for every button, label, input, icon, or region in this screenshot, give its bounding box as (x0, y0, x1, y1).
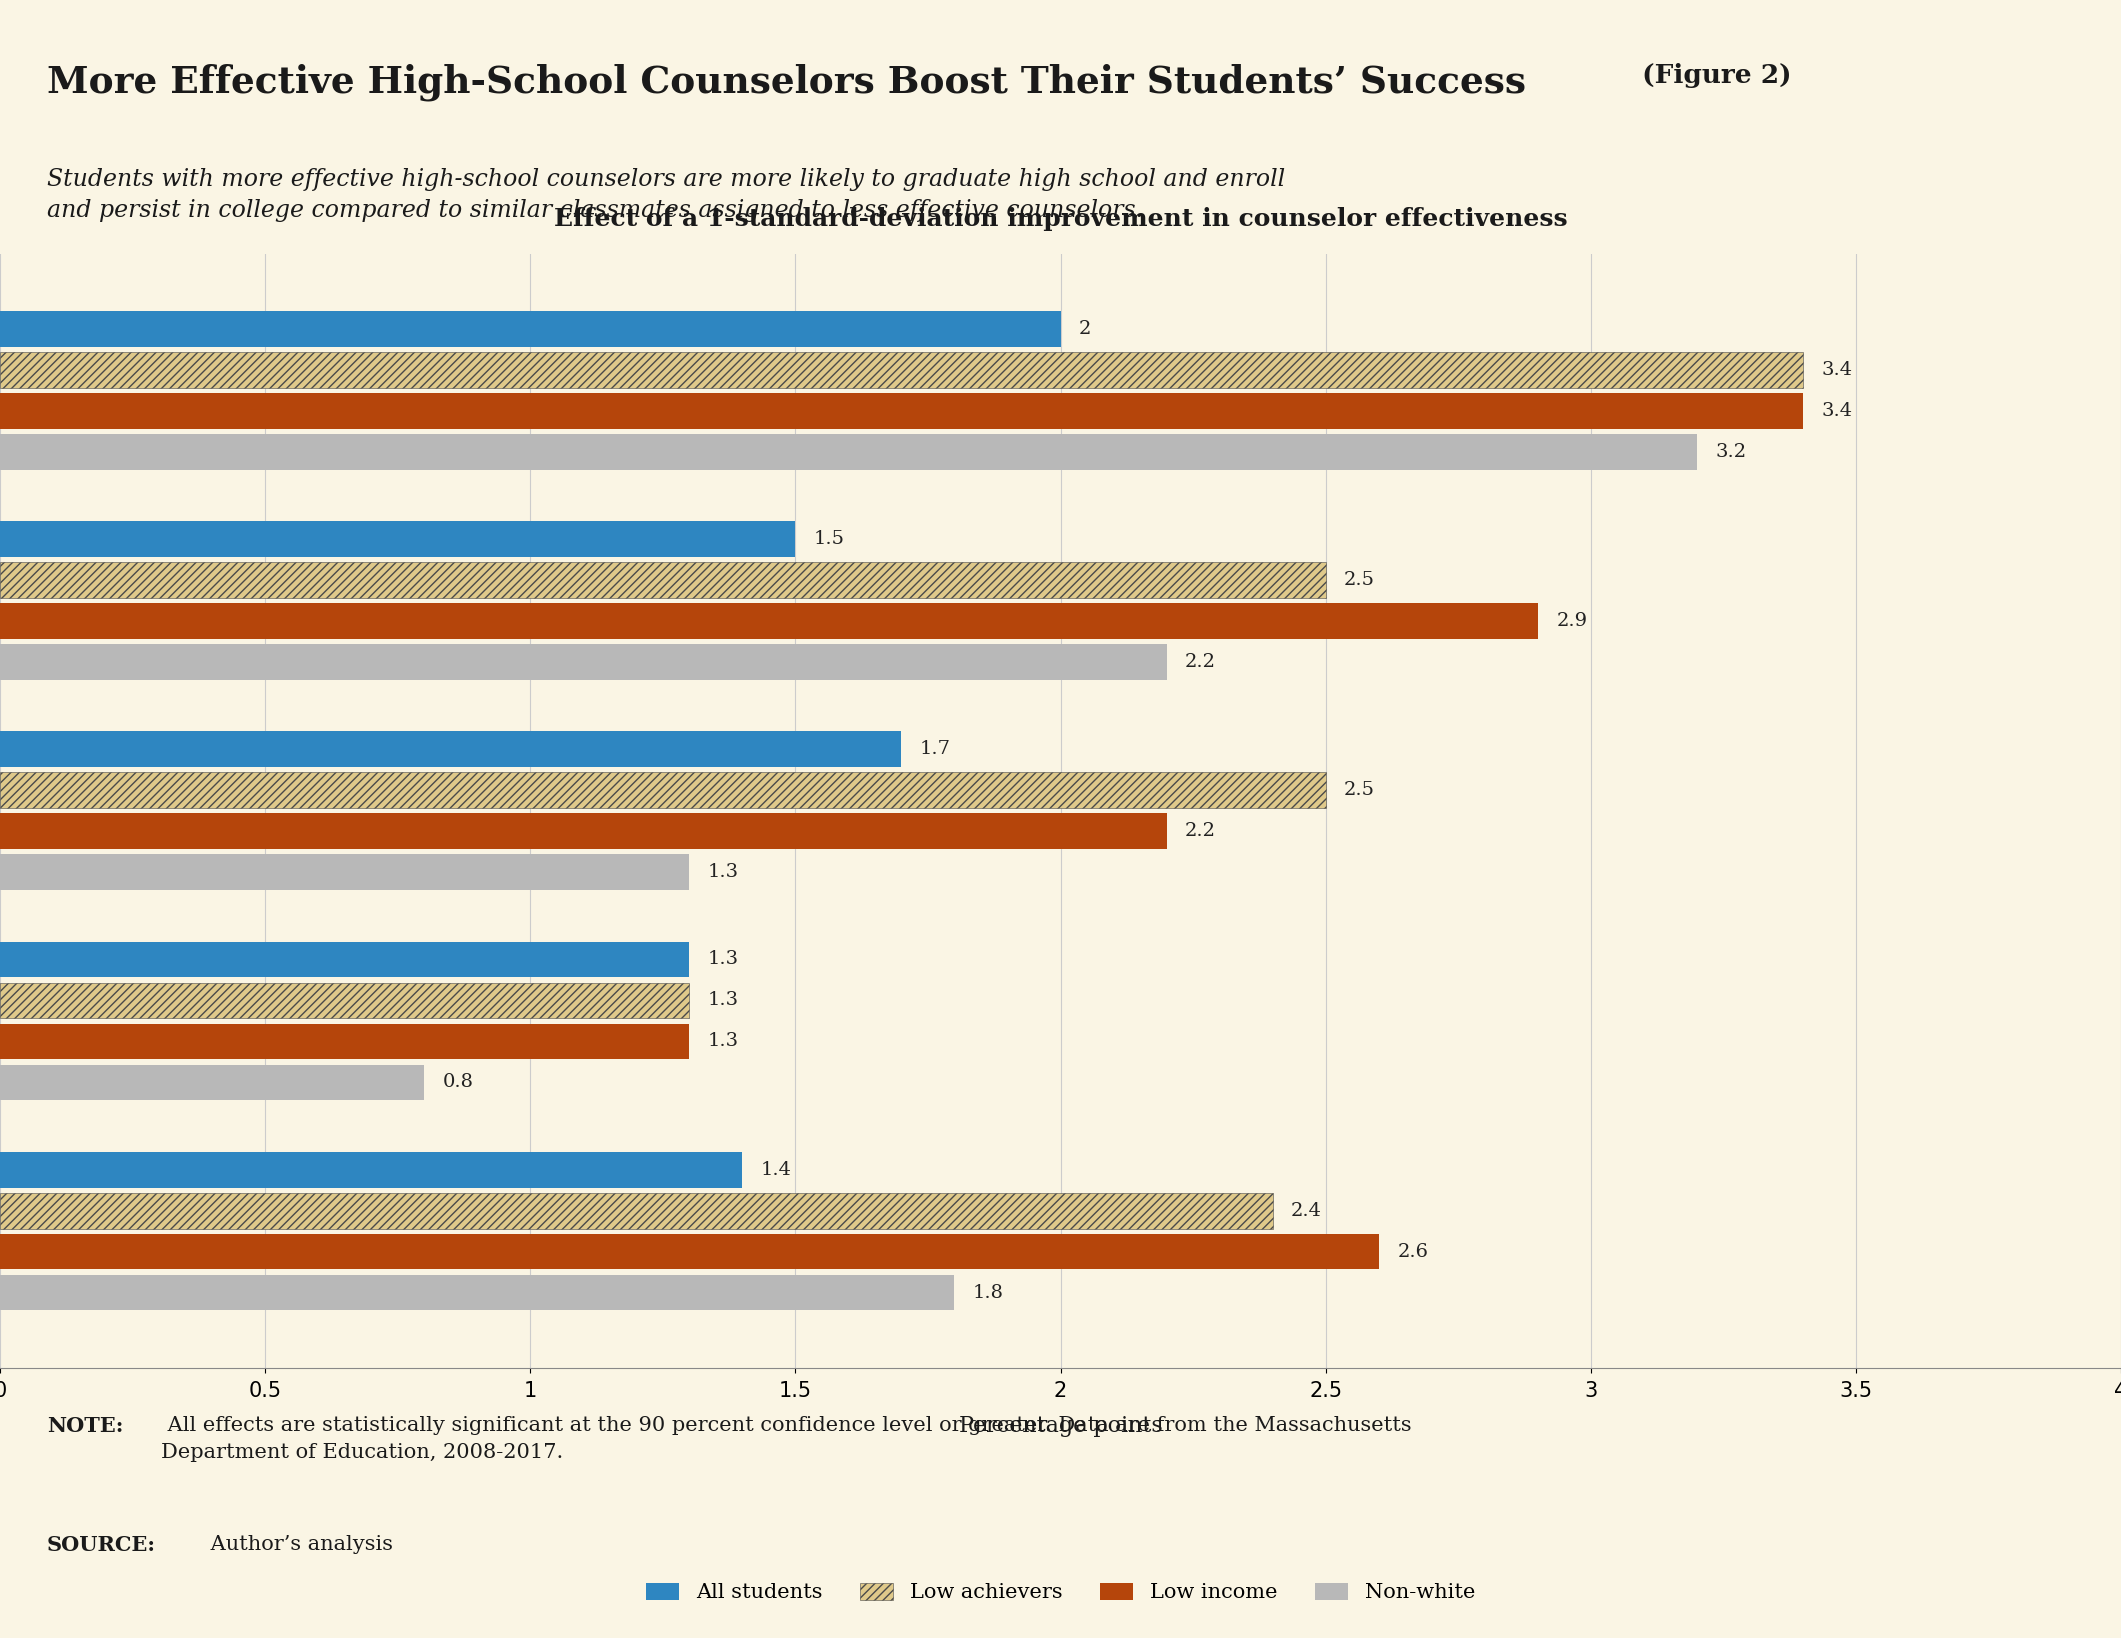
Text: All effects are statistically significant at the 90 percent confidence level or : All effects are statistically significan… (161, 1417, 1413, 1461)
Bar (0, 562, 1326, 598)
Text: 2.6: 2.6 (1398, 1243, 1427, 1261)
Bar (0, 352, 1803, 388)
Text: 1.4: 1.4 (761, 1161, 791, 1179)
Text: More Effective High-School Counselors Boost Their Students’ Success: More Effective High-School Counselors Bo… (47, 64, 1525, 102)
Text: (Figure 2): (Figure 2) (1633, 64, 1792, 88)
Text: 3.2: 3.2 (1716, 442, 1746, 460)
Text: 2: 2 (1080, 319, 1092, 337)
Bar (0, 983, 689, 1019)
Bar (0, 1065, 424, 1101)
Text: NOTE:: NOTE: (47, 1417, 123, 1437)
Bar (0, 1274, 954, 1310)
Bar (0, 773, 1326, 808)
Bar (0, 1024, 689, 1060)
Text: 1.8: 1.8 (974, 1284, 1003, 1302)
Text: Author’s analysis: Author’s analysis (204, 1535, 392, 1554)
Text: 1.7: 1.7 (921, 740, 950, 758)
Bar (0, 732, 901, 767)
Bar (0, 1192, 1273, 1228)
Text: 2.5: 2.5 (1345, 572, 1374, 590)
Text: Students with more effective high-school counselors are more likely to graduate : Students with more effective high-school… (47, 167, 1285, 221)
Text: 2.5: 2.5 (1345, 781, 1374, 799)
Text: 2.9: 2.9 (1557, 613, 1587, 631)
Text: 1.3: 1.3 (708, 950, 738, 968)
Text: SOURCE:: SOURCE: (47, 1535, 155, 1556)
Bar (0, 855, 689, 889)
Bar (0, 1152, 742, 1188)
Text: 2.2: 2.2 (1186, 822, 1215, 840)
Text: 1.3: 1.3 (708, 863, 738, 881)
Bar (0, 1233, 1379, 1269)
Bar (0, 942, 689, 978)
Bar (0, 434, 1697, 470)
Text: 1.3: 1.3 (708, 1032, 738, 1050)
Text: 1.5: 1.5 (814, 531, 844, 549)
Text: 3.4: 3.4 (1822, 401, 1852, 419)
Bar (0, 644, 1167, 680)
Bar (0, 393, 1803, 429)
Bar (0, 603, 1538, 639)
Text: 0.8: 0.8 (443, 1073, 473, 1091)
Bar (0, 814, 1167, 848)
Text: 2.4: 2.4 (1292, 1202, 1321, 1220)
Bar (0, 521, 795, 557)
Text: 2.2: 2.2 (1186, 654, 1215, 672)
X-axis label: Percentage points: Percentage points (959, 1415, 1162, 1437)
Title: Effect of a 1-standard-deviation improvement in counselor effectiveness: Effect of a 1-standard-deviation improve… (554, 206, 1567, 231)
Legend: All students, Low achievers, Low income, Non-white: All students, Low achievers, Low income,… (645, 1582, 1476, 1602)
Text: 3.4: 3.4 (1822, 360, 1852, 378)
Bar (0, 311, 1060, 347)
Text: 1.3: 1.3 (708, 991, 738, 1009)
